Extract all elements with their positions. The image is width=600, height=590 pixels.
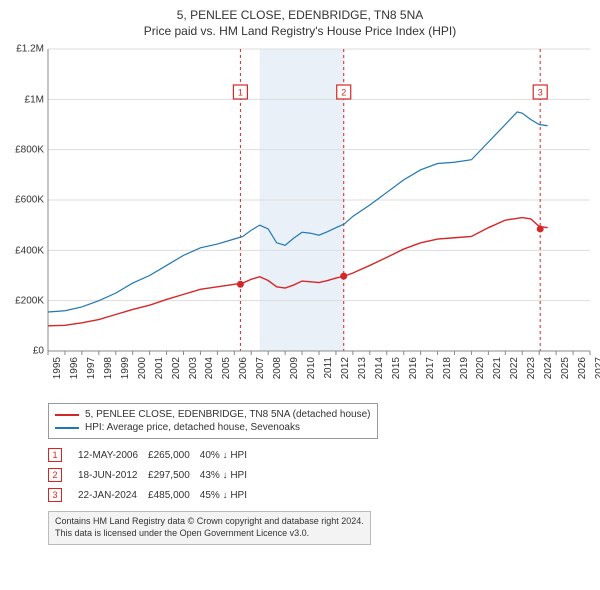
chart-title-line1: 5, PENLEE CLOSE, EDENBRIDGE, TN8 5NA (6, 8, 594, 24)
legend-item: 5, PENLEE CLOSE, EDENBRIDGE, TN8 5NA (de… (55, 408, 371, 421)
license-line1: Contains HM Land Registry data © Crown c… (55, 516, 364, 528)
event-delta: 43% ↓ HPI (200, 465, 257, 485)
x-tick-label: 2002 (171, 357, 182, 379)
x-tick-label: 2012 (340, 357, 351, 379)
event-row: 3 22-JAN-2024£485,00045% ↓ HPI (48, 485, 257, 505)
x-tick-label: 2007 (255, 357, 266, 379)
event-delta: 40% ↓ HPI (200, 445, 257, 465)
legend-swatch (55, 427, 79, 429)
event-price: £485,000 (148, 485, 200, 505)
legend-label: 5, PENLEE CLOSE, EDENBRIDGE, TN8 5NA (de… (85, 409, 371, 420)
y-tick-label: £400K (6, 245, 44, 256)
x-tick-label: 2024 (543, 357, 554, 379)
x-tick-label: 2004 (204, 357, 215, 379)
y-tick-label: £1.2M (6, 44, 44, 55)
x-tick-label: 2008 (272, 357, 283, 379)
x-tick-label: 2025 (560, 357, 571, 379)
x-tick-label: 1999 (120, 357, 131, 379)
x-tick-label: 2000 (137, 357, 148, 379)
x-tick-label: 2006 (238, 357, 249, 379)
x-tick-label: 2014 (374, 357, 385, 379)
y-tick-label: £600K (6, 195, 44, 206)
event-delta: 45% ↓ HPI (200, 485, 257, 505)
license-notice: Contains HM Land Registry data © Crown c… (48, 511, 371, 544)
x-tick-label: 1996 (69, 357, 80, 379)
event-price: £265,000 (148, 445, 200, 465)
x-tick-label: 2021 (492, 357, 503, 379)
x-tick-label: 2011 (323, 357, 334, 379)
x-tick-label: 2020 (475, 357, 486, 379)
x-tick-label: 2009 (289, 357, 300, 379)
legend-swatch (55, 414, 79, 416)
event-date: 18-JUN-2012 (78, 465, 148, 485)
x-tick-label: 1995 (52, 357, 63, 379)
svg-text:1: 1 (238, 88, 243, 98)
chart-legend: 5, PENLEE CLOSE, EDENBRIDGE, TN8 5NA (de… (48, 403, 378, 439)
chart-title-line2: Price paid vs. HM Land Registry's House … (6, 24, 594, 40)
svg-text:3: 3 (538, 88, 543, 98)
x-tick-label: 2023 (526, 357, 537, 379)
x-tick-label: 2016 (408, 357, 419, 379)
x-tick-label: 2003 (188, 357, 199, 379)
x-tick-label: 2015 (391, 357, 402, 379)
x-tick-label: 2017 (425, 357, 436, 379)
svg-text:2: 2 (341, 88, 346, 98)
legend-label: HPI: Average price, detached house, Seve… (85, 422, 300, 433)
x-tick-label: 2022 (509, 357, 520, 379)
y-tick-label: £200K (6, 295, 44, 306)
legend-item: HPI: Average price, detached house, Seve… (55, 421, 371, 434)
x-tick-label: 2005 (221, 357, 232, 379)
x-tick-label: 2018 (442, 357, 453, 379)
event-row: 1 12-MAY-2006£265,00040% ↓ HPI (48, 445, 257, 465)
event-marker-box: 2 (48, 468, 62, 482)
x-tick-label: 2001 (154, 357, 165, 379)
chart-plot-area: 1 2 3 £0 £200K £400K £600K £800K £1M £1.2M 1995 199… (6, 45, 594, 395)
chart-container: 5, PENLEE CLOSE, EDENBRIDGE, TN8 5NA Pri… (0, 0, 600, 551)
event-marker-box: 3 (48, 488, 62, 502)
y-tick-label: £0 (6, 346, 44, 357)
x-tick-label: 1998 (103, 357, 114, 379)
x-tick-label: 1997 (86, 357, 97, 379)
event-price: £297,500 (148, 465, 200, 485)
x-tick-label: 2013 (357, 357, 368, 379)
x-tick-label: 2026 (577, 357, 588, 379)
event-date: 22-JAN-2024 (78, 485, 148, 505)
events-table: 1 12-MAY-2006£265,00040% ↓ HPI 2 18-JUN-201… (48, 445, 257, 505)
license-line2: This data is licensed under the Open Gov… (55, 528, 364, 540)
event-date: 12-MAY-2006 (78, 445, 148, 465)
event-marker-box: 1 (48, 448, 62, 462)
y-tick-label: £800K (6, 144, 44, 155)
x-tick-label: 2019 (459, 357, 470, 379)
x-tick-label: 2010 (306, 357, 317, 379)
event-row: 2 18-JUN-2012£297,50043% ↓ HPI (48, 465, 257, 485)
y-tick-label: £1M (6, 94, 44, 105)
x-tick-label: 2027 (594, 357, 600, 379)
